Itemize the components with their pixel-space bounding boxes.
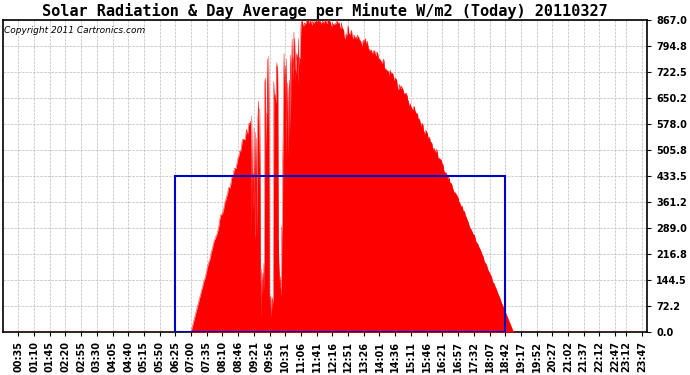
Bar [175,176,505,332]
Text: Copyright 2011 Cartronics.com: Copyright 2011 Cartronics.com [4,26,146,35]
Title: Solar Radiation & Day Average per Minute W/m2 (Today) 20110327: Solar Radiation & Day Average per Minute… [42,3,608,19]
